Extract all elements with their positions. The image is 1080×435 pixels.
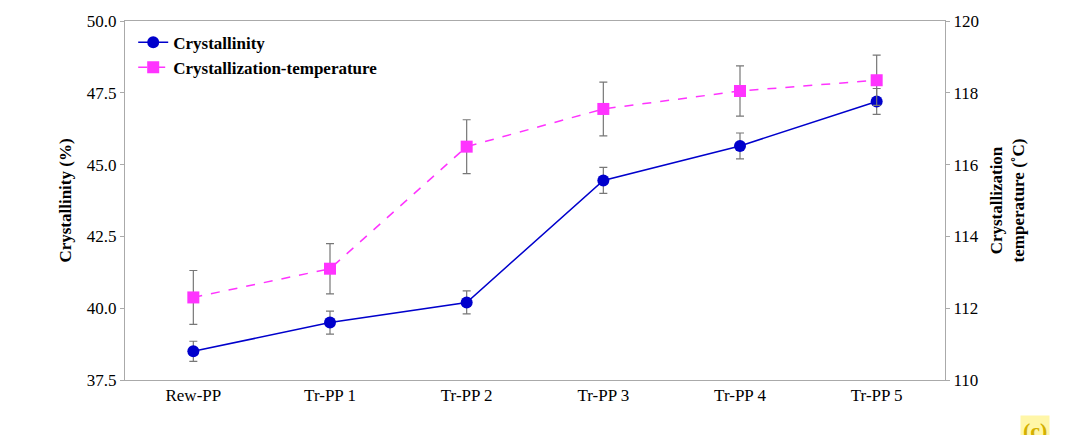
svg-text:Tr-PP 3: Tr-PP 3 [577, 386, 629, 405]
svg-text:118: 118 [953, 84, 978, 103]
svg-text:Crystallizationtemperature (˚C: Crystallizationtemperature (˚C) [987, 139, 1028, 263]
svg-text:(c): (c) [1023, 418, 1047, 435]
svg-text:112: 112 [953, 299, 978, 318]
svg-text:114: 114 [953, 227, 978, 246]
svg-text:Crystallinity: Crystallinity [173, 34, 265, 53]
svg-text:47.5: 47.5 [87, 84, 117, 103]
svg-text:Tr-PP 4: Tr-PP 4 [714, 386, 766, 405]
svg-text:Rew-PP: Rew-PP [165, 386, 221, 405]
svg-text:120: 120 [953, 12, 979, 31]
svg-text:Tr-PP 5: Tr-PP 5 [851, 386, 903, 405]
svg-text:Crystallinity (%): Crystallinity (%) [56, 138, 75, 262]
svg-text:45.0: 45.0 [87, 156, 117, 175]
svg-text:37.5: 37.5 [87, 371, 117, 390]
svg-text:50.0: 50.0 [87, 12, 117, 31]
svg-text:110: 110 [953, 371, 978, 390]
svg-text:40.0: 40.0 [87, 299, 117, 318]
svg-text:116: 116 [953, 156, 978, 175]
svg-text:Tr-PP 2: Tr-PP 2 [441, 386, 493, 405]
svg-text:Crystallization-temperature: Crystallization-temperature [173, 59, 377, 78]
svg-text:42.5: 42.5 [87, 227, 117, 246]
svg-text:Tr-PP 1: Tr-PP 1 [304, 386, 356, 405]
